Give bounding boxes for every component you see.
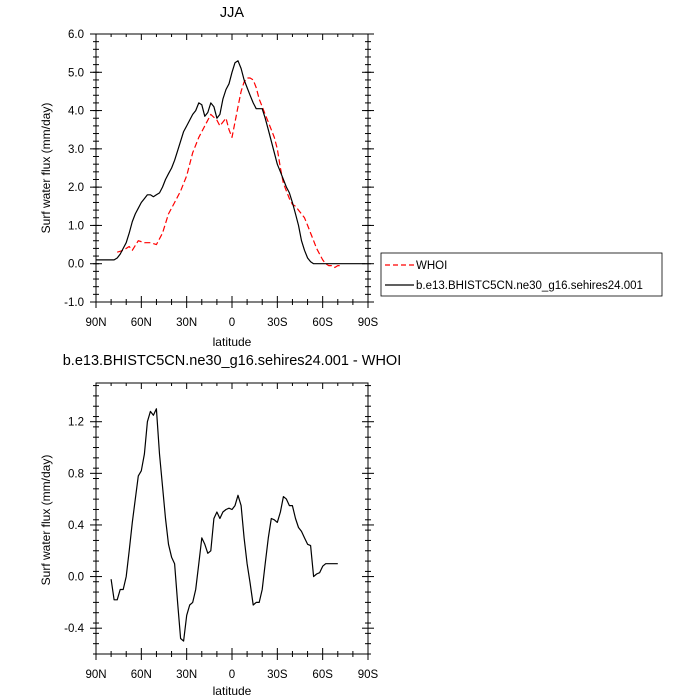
legend-box [380, 252, 663, 297]
y-tick-label: 4.0 [68, 106, 84, 118]
x-tick-label: 0 [229, 317, 235, 329]
x-axis-label: latitude [213, 684, 252, 698]
x-tick-label: 90N [85, 317, 106, 329]
bottom-panel: b.e13.BHISTC5CN.ne30_g16.sehires24.001 -… [39, 353, 401, 698]
chart-title: JJA [220, 5, 245, 21]
y-tick-label: 2.0 [68, 182, 84, 194]
x-tick-label: 60N [131, 317, 152, 329]
y-tick-label: 6.0 [68, 29, 84, 41]
plot-frame [95, 33, 369, 303]
legend-label-whoi: WHOI [416, 260, 447, 272]
legend: WHOI b.e13.BHISTC5CN.ne30_g16.sehires24.… [380, 252, 663, 297]
x-tick-label: 30N [176, 669, 197, 681]
x-tick-label: 30S [267, 317, 288, 329]
y-tick-label: 0.8 [68, 468, 84, 480]
y-axis-label: Surf water flux (mm/day) [39, 455, 53, 586]
y-tick-label: 1.0 [68, 220, 84, 232]
x-tick-label: 90N [85, 669, 106, 681]
chart-title: b.e13.BHISTC5CN.ne30_g16.sehires24.001 -… [63, 353, 402, 369]
x-tick-label: 60S [312, 669, 333, 681]
top-panel: JJA Surf water flux (mm/day) latitude 90… [39, 5, 379, 349]
axis-ticks: 90N 60N 30N 0 30S 60S 90S -0.4 0.0 0.4 0.8 1.2 [64, 383, 379, 681]
y-tick-label: 5.0 [68, 67, 84, 79]
y-tick-label: 1.2 [68, 417, 84, 429]
y-tick-label: -1.0 [64, 297, 84, 309]
x-tick-label: 30N [176, 317, 197, 329]
plot-frame [95, 382, 369, 655]
y-tick-label: 0.4 [68, 520, 85, 532]
x-tick-label: 30S [267, 669, 288, 681]
series-line-b-e13-bhistc5cn-ne30-g16-sehires24-001 [96, 60, 365, 265]
x-tick-label: 0 [229, 669, 235, 681]
series-group [110, 408, 338, 642]
y-tick-label: 3.0 [68, 144, 84, 156]
y-tick-label: 0.0 [68, 572, 84, 584]
axis-ticks: 90N 60N 30N 0 30S 60S 90S -1.0 0.0 1.0 2.0 3.0 4.0 5.… [64, 29, 378, 329]
x-tick-label: 90S [358, 317, 379, 329]
series-line-difference [110, 408, 338, 642]
x-axis-label: latitude [213, 335, 252, 349]
series-line-whoi [117, 77, 341, 269]
legend-label-model: b.e13.BHISTC5CN.ne30_g16.sehires24.001 [416, 280, 643, 292]
x-tick-label: 60N [131, 669, 152, 681]
y-tick-label: -0.4 [64, 623, 84, 635]
y-tick-label: 0.0 [68, 259, 84, 271]
series-group [96, 60, 365, 269]
x-tick-label: 90S [358, 669, 379, 681]
y-axis-label: Surf water flux (mm/day) [39, 103, 53, 234]
x-tick-label: 60S [312, 317, 333, 329]
